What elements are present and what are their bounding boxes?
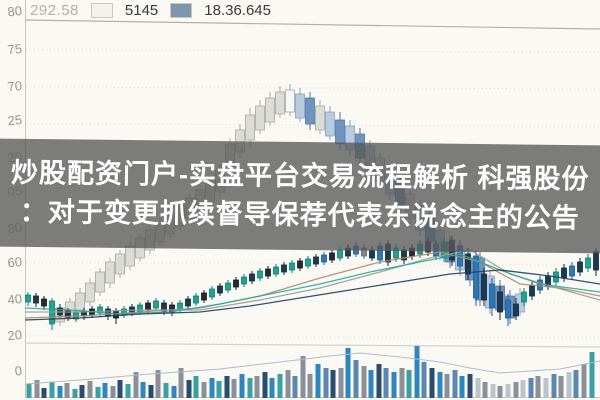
axis-tick-label: 20 <box>6 326 23 344</box>
axis-tick-label: 0 <box>13 362 23 379</box>
legend-swatch-blue <box>170 2 193 18</box>
headline-overlay-band: 炒股配资门户-实盘平台交易流程解析 科强股份 ：对于变更抓续督导保荐代表东说念主… <box>0 138 600 254</box>
legend-value-price: 292.58 <box>30 1 79 19</box>
axis-tick-label: 70 <box>6 77 23 95</box>
legend-value-mid: 5145 <box>124 1 159 19</box>
axis-tick-label: 40 <box>6 290 23 308</box>
legend-value-right: 18.36.645 <box>204 1 271 19</box>
chart-legend: 292.58 5145 18.36.645 <box>30 1 271 19</box>
axis-tick-label: 25 <box>6 111 23 129</box>
axis-tick-label: 60 <box>6 253 23 271</box>
headline-line-2: ：对于变更抓续督导保荐代表东说念主的公告 <box>19 196 580 234</box>
axis-tick-label: 80 <box>6 2 23 20</box>
axis-tick-label: 75 <box>6 40 23 58</box>
headline-line-1: 炒股配资门户-实盘平台交易流程解析 科强股份 <box>10 157 590 195</box>
legend-swatch-light <box>90 2 113 18</box>
